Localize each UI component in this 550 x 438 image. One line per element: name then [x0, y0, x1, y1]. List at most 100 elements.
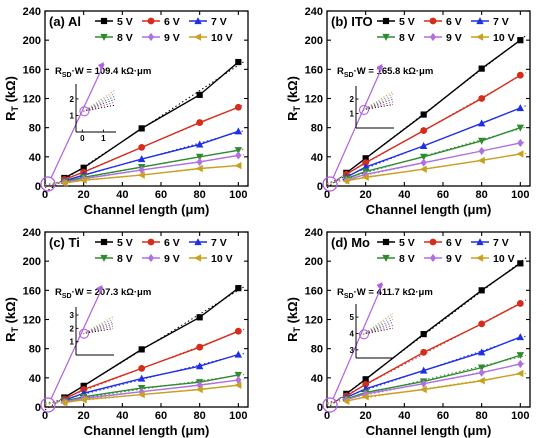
- y-tick-label: 160: [305, 64, 323, 76]
- inset-y-tick-label: 3: [70, 311, 75, 320]
- data-point: [517, 260, 524, 267]
- series-line: [64, 61, 239, 179]
- inset-y-tick-label: 3: [350, 346, 355, 355]
- inset-y-tick-label: 2: [350, 95, 355, 104]
- y-tick-label: 80: [311, 123, 323, 135]
- data-point: [419, 385, 427, 394]
- inset-y-tick-label: 2: [70, 95, 75, 104]
- y-axis-label: RT (kΩ): [285, 76, 302, 121]
- data-point: [516, 333, 525, 341]
- y-tick-label: 240: [305, 6, 323, 18]
- inset-fit-line: [82, 318, 114, 335]
- y-tick-label: 0: [317, 181, 323, 193]
- x-tick-label: 0: [42, 189, 48, 201]
- y-tick-label: 160: [23, 285, 41, 297]
- legend-swatch-marker: [100, 238, 108, 246]
- series-line: [346, 153, 521, 182]
- legend-swatch-marker: [476, 238, 484, 246]
- data-point: [196, 119, 204, 126]
- x-tick-label: 60: [437, 410, 449, 422]
- legend-swatch-marker: [147, 238, 155, 246]
- data-point: [419, 153, 428, 161]
- x-tick-label: 40: [116, 410, 128, 422]
- series-line: [345, 262, 521, 395]
- inset-y-tick-label: 4: [350, 329, 355, 338]
- chart-panel: 0 20 40 60 80 100 0 40 80 120 160 200 240 Channel len…: [285, 6, 531, 217]
- series: [343, 138, 524, 185]
- data-point: [477, 364, 486, 372]
- data-point: [234, 371, 243, 379]
- inset-plot: 1 2 3: [70, 307, 114, 356]
- data-point: [196, 157, 203, 167]
- zoom-arrow: [332, 65, 384, 179]
- legend-swatch-marker: [429, 238, 437, 246]
- panel-label: (a) Al: [49, 14, 81, 29]
- legend-label: 9 V: [446, 253, 462, 265]
- data-point: [516, 300, 524, 307]
- y-tick-label: 200: [23, 256, 41, 268]
- data-point: [195, 153, 204, 161]
- y-tick-label: 0: [35, 402, 41, 414]
- series-line: [63, 287, 239, 399]
- data-point: [234, 103, 242, 111]
- legend-label: 7 V: [493, 16, 509, 28]
- y-axis-label-unit: (kΩ): [3, 76, 18, 106]
- x-tick-label: 80: [194, 410, 206, 422]
- x-tick-label: 100: [229, 189, 247, 201]
- inset-intercept-circle: [358, 104, 370, 115]
- inset-fit-line: [82, 323, 114, 335]
- x-tick-label: 0: [42, 410, 48, 422]
- legend-swatch-marker: [382, 33, 390, 41]
- inset-plot: 1 2 0 1: [70, 84, 116, 143]
- x-tick-label: 40: [116, 189, 128, 201]
- y-tick-label: 0: [317, 402, 323, 414]
- legend-swatch-marker: [194, 17, 202, 25]
- series-line: [346, 142, 521, 181]
- inset-fit-line: [83, 101, 116, 112]
- x-axis-label: Channel length (μm): [366, 423, 492, 438]
- y-axis-label-main: R: [285, 332, 300, 342]
- data-point: [477, 377, 485, 385]
- data-point: [342, 397, 350, 405]
- y-axis-label-unit: (kΩ): [285, 76, 300, 106]
- legend-label: 8 V: [399, 32, 415, 44]
- data-point: [361, 393, 369, 401]
- data-point: [138, 143, 146, 151]
- data-point: [137, 155, 146, 163]
- y-tick-label: 80: [29, 123, 41, 135]
- y-axis-label-main: R: [3, 111, 18, 121]
- data-point: [80, 382, 87, 389]
- inset-fit-line: [362, 318, 394, 335]
- data-point: [419, 141, 428, 149]
- legend-swatch-marker: [100, 33, 108, 41]
- data-point: [234, 147, 243, 155]
- rsd-annotation: RSD·W = 411.7 kΩ·μm: [337, 287, 433, 300]
- legend-swatch-marker: [100, 254, 108, 262]
- legend-label: 5 V: [399, 16, 415, 28]
- inset-intercept-circle: [78, 328, 90, 339]
- data-point: [138, 125, 145, 132]
- series-line: [346, 363, 521, 401]
- inset-y-tick-label: 1: [70, 338, 75, 347]
- x-axis-label: Channel length (μm): [84, 202, 210, 217]
- inset-fit-line: [83, 104, 116, 112]
- legend-swatch-marker: [382, 17, 390, 25]
- x-tick-label: 20: [78, 410, 90, 422]
- series-line: [346, 107, 521, 178]
- x-tick-label: 0: [324, 410, 330, 422]
- legend-swatch-marker: [147, 253, 155, 263]
- legend-label: 10 V: [211, 253, 233, 265]
- legend-label: 8 V: [399, 253, 415, 265]
- x-tick-label: 80: [194, 189, 206, 201]
- y-axis-label-main: R: [3, 332, 18, 342]
- rsd-annotation: RSD·W = 109.4 kΩ·μm: [55, 66, 151, 79]
- rsd-subscript: SD: [344, 72, 354, 79]
- inset-plot: 12: [350, 86, 394, 129]
- zoom-arrow: [50, 286, 104, 400]
- x-tick-label: 100: [511, 410, 529, 422]
- zoom-arrow: [332, 283, 384, 400]
- inset-y-tick-label: 1: [350, 110, 355, 119]
- data-point: [234, 127, 243, 135]
- y-axis-label-subscript: T: [292, 327, 302, 333]
